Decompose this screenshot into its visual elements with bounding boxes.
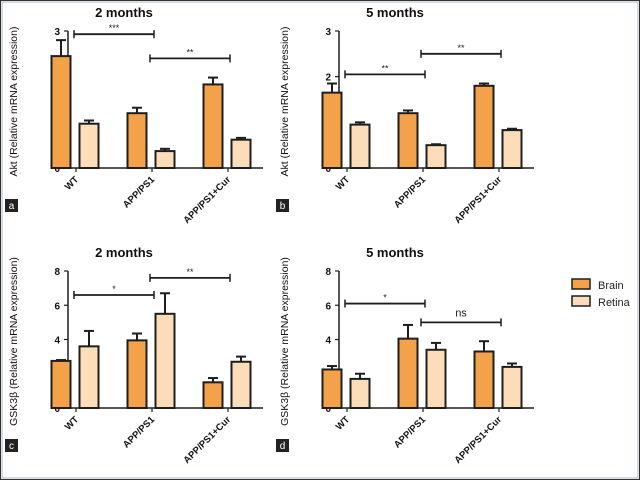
bar-retina (349, 377, 371, 409)
bar-retina (154, 150, 176, 169)
legend-label: Brain (598, 280, 624, 292)
bar-brain (202, 83, 224, 169)
bar-brain (50, 55, 72, 169)
bar-brain (126, 112, 148, 169)
y-tick-label: 6 (325, 301, 331, 312)
panel-title: 5 months (366, 245, 424, 260)
x-tick-label: APP/PS1+Cur (181, 174, 233, 226)
significance-label: ** (186, 47, 194, 57)
bar-retina (154, 312, 176, 409)
panel-label-box (5, 439, 18, 452)
panel-label: a (9, 201, 15, 212)
x-tick-label: APP/PS1+Cur (181, 414, 233, 466)
panel-c: 2 months GSK3β (Relative mRNA expression)… (5, 245, 263, 466)
x-tick-label: APP/PS1+Cur (452, 174, 504, 226)
y-axis-label: Akt (Relative mRNA expression) (279, 27, 291, 177)
significance-label: ** (457, 43, 465, 53)
bar-brain (397, 112, 419, 169)
bar-retina (78, 122, 100, 169)
x-tick-label: APP/PS1 (392, 174, 429, 211)
y-tick-label: 0 (54, 404, 60, 415)
y-tick-label: 6 (54, 301, 60, 312)
bar-retina (425, 348, 447, 409)
x-tick-label: APP/PS1 (121, 414, 158, 451)
significance-label: ns (455, 307, 467, 319)
y-axis-label: GSK3β (Relative mRNA expression) (8, 257, 20, 426)
y-tick-label: 3 (54, 27, 60, 38)
bar-retina (501, 365, 523, 409)
y-tick-label: 3 (325, 27, 331, 38)
significance-label: ** (381, 63, 389, 73)
y-tick-label: 8 (54, 267, 60, 278)
bar-retina (230, 360, 252, 409)
significance-label: * (112, 284, 116, 294)
bar-retina (78, 345, 100, 409)
panel-label-box (276, 199, 289, 212)
x-tick-label: WT (334, 174, 352, 192)
bar-brain (473, 84, 495, 169)
panel-label: d (280, 441, 286, 452)
bar-brain (202, 381, 224, 409)
panel-label: b (280, 201, 286, 212)
bar-brain (50, 359, 72, 409)
bar-brain (126, 339, 148, 409)
bar-retina (501, 129, 523, 169)
x-tick-label: WT (334, 414, 352, 432)
panel-title: 5 months (366, 5, 424, 20)
legend-swatch-retina (571, 295, 591, 307)
bar-retina (425, 144, 447, 170)
y-tick-label: 0 (325, 404, 331, 415)
y-tick-label: 4 (325, 336, 331, 347)
bar-retina (349, 123, 371, 170)
panel-label-box (276, 439, 289, 452)
x-tick-label: APP/PS1 (121, 174, 158, 211)
significance-label: * (383, 293, 387, 303)
x-tick-label: APP/PS1 (392, 414, 429, 451)
legend-label: Retina (598, 297, 631, 309)
bar-retina (230, 138, 252, 169)
bar-brain (321, 91, 343, 169)
bar-brain (473, 350, 495, 410)
x-tick-label: WT (63, 414, 81, 432)
panel-label-box (5, 199, 18, 212)
y-axis-label: GSK3β (Relative mRNA expression) (279, 257, 291, 426)
panel-title: 2 months (95, 5, 153, 20)
y-tick-label: 8 (325, 267, 331, 278)
y-tick-label: 2 (325, 73, 331, 84)
y-tick-label: 0 (54, 164, 60, 175)
panel-label: c (9, 441, 14, 452)
x-tick-label: APP/PS1+Cur (452, 414, 504, 466)
y-tick-label: 0 (325, 164, 331, 175)
significance-label: *** (109, 23, 120, 33)
panel-title: 2 months (95, 245, 153, 260)
y-tick-label: 4 (54, 336, 60, 347)
panel-d: 5 months GSK3β (Relative mRNA expression)… (276, 245, 534, 466)
x-tick-label: WT (63, 174, 81, 192)
significance-label: ** (186, 267, 194, 277)
y-axis-label: Akt (Relative mRNA expression) (8, 27, 20, 177)
bar-brain (321, 368, 343, 409)
legend-swatch-brain (571, 278, 591, 290)
bar-brain (397, 337, 419, 409)
